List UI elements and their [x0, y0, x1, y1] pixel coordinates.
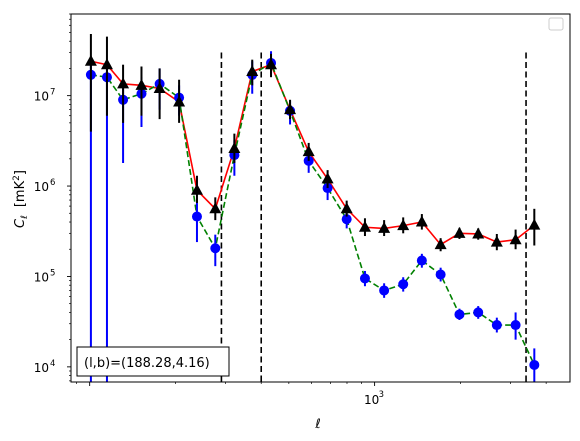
y-tick-label: 10	[34, 90, 49, 104]
series-1-point-21	[453, 226, 466, 238]
series-1-point-9	[228, 142, 241, 154]
series-1-point-19	[415, 215, 428, 227]
series-1-point-11	[265, 58, 278, 70]
legend-box	[548, 17, 564, 31]
series-2-point-24	[510, 320, 521, 331]
y-axis-label-unit-close: ]	[13, 170, 28, 175]
series-1-point-15	[340, 202, 353, 214]
annotation-box: (l,b)=(188.28,4.16)	[76, 346, 230, 377]
series-1-point-25	[528, 218, 541, 230]
x-tick-label-exponent: 3	[379, 390, 384, 400]
x-axis-label: ℓ	[314, 417, 320, 432]
series-1-point-22	[472, 227, 485, 239]
y-tick-label: 10	[34, 361, 49, 375]
series-1-point-4	[135, 78, 148, 90]
series-1-point-14	[321, 172, 334, 184]
y-axis-label: Cℓ [mK2]	[12, 170, 30, 228]
y-tick-label-base: 10	[34, 180, 49, 194]
series-1-point-18	[397, 219, 410, 231]
series-2-point-16	[359, 273, 370, 284]
y-tick-label: 10	[34, 180, 49, 194]
series-1-point-5	[153, 81, 166, 93]
series-2-point-19	[416, 255, 427, 266]
annotation-frame	[76, 346, 230, 377]
y-tick-label-exponent: 7	[50, 88, 55, 98]
series-2-point-18	[398, 279, 409, 290]
series-1-point-3	[117, 77, 130, 89]
series-1-point-2	[100, 58, 113, 70]
series-2-point-25	[529, 359, 540, 370]
series-1-point-12	[284, 103, 297, 115]
y-tick-label-base: 10	[34, 361, 49, 375]
annotation-text: (l,b)=(188.28,4.16)	[84, 356, 210, 371]
series-1-point-17	[378, 221, 391, 233]
series-2-point-15	[341, 214, 352, 225]
series-1-point-13	[302, 145, 315, 157]
y-axis-label-unit-exponent: 2	[12, 175, 22, 181]
series-1-point-20	[434, 238, 447, 250]
y-tick-label-exponent: 5	[50, 268, 55, 278]
series-2-point-23	[491, 320, 502, 331]
series-2-point-21	[454, 309, 465, 320]
y-axis-label-unit: [mK	[13, 180, 28, 207]
series-1-point-7	[190, 183, 203, 195]
axis-ticks: 10 410 510 610 710 3	[34, 13, 547, 407]
plot-area	[84, 34, 541, 382]
y-axis-label-subscript: ℓ	[20, 215, 30, 220]
series-1-point-8	[209, 202, 222, 214]
series-2-point-8	[210, 243, 221, 254]
x-tick-label: 10	[364, 393, 379, 407]
series-1-point-1	[84, 54, 97, 66]
y-axis-label-symbol: C	[13, 218, 28, 228]
series-1-point-24	[509, 233, 522, 245]
series-2-point-22	[473, 307, 484, 318]
series-2-point-17	[379, 285, 390, 296]
y-tick-label-exponent: 4	[50, 359, 55, 369]
y-tick-label-base: 10	[34, 90, 49, 104]
axes-frame	[70, 13, 571, 383]
series-1-point-6	[173, 95, 186, 107]
series-2-point-20	[435, 269, 446, 280]
y-tick-label-exponent: 6	[50, 178, 55, 188]
series-1-point-23	[490, 235, 503, 247]
y-tick-label: 10	[34, 270, 49, 284]
series-1-point-10	[246, 64, 259, 76]
series-2-point-7	[191, 211, 202, 222]
y-tick-label-base: 10	[34, 270, 49, 284]
series-1-point-16	[358, 220, 371, 232]
